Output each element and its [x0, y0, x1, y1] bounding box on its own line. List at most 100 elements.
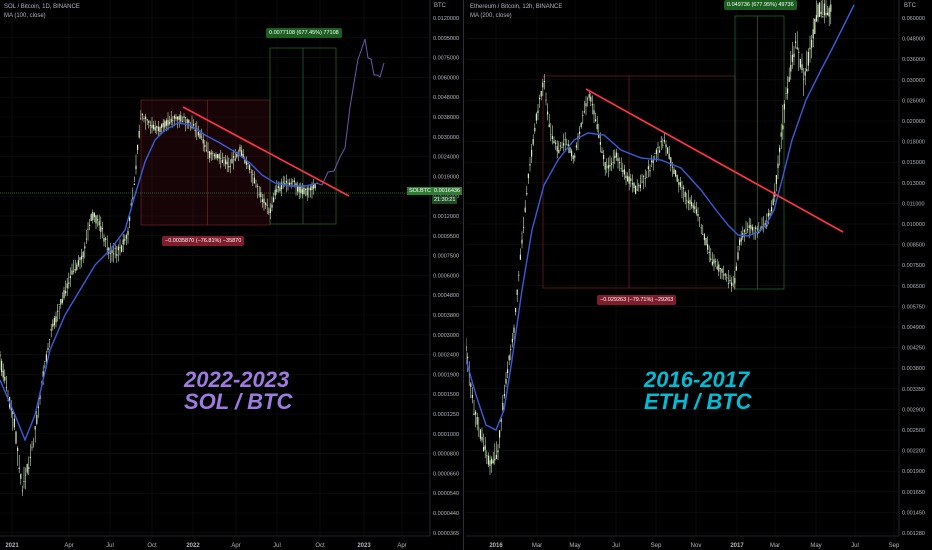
sol-candle-body [111, 250, 113, 253]
sol-candle-body [47, 347, 49, 350]
eth-y-tick: 0.048000 [902, 37, 925, 43]
eth-candle-body [718, 264, 720, 272]
eth-candle-body [527, 173, 529, 179]
eth-candle-body [614, 155, 616, 159]
eth-candle-body [607, 165, 609, 169]
sol-y-tick: 0.0004800 [433, 293, 459, 299]
sol-candle-body [31, 446, 33, 448]
eth-chart-panel[interactable]: 0.060000 0.048000 0.036000 0.030000 0.026000… [466, 0, 932, 550]
sol-moving-average [0, 122, 319, 442]
eth-candle-body [615, 152, 617, 158]
eth-candle-body [556, 146, 558, 152]
eth-candle-body [633, 182, 635, 188]
eth-candle-body [822, 16, 824, 18]
sol-candle-body [77, 260, 79, 266]
eth-range-box [734, 15, 785, 290]
sol-indicator-label: MA (100, close) [4, 13, 46, 19]
sol-candle-body [23, 481, 25, 482]
eth-candle-body [689, 199, 691, 205]
eth-candle-body [769, 213, 771, 216]
eth-candle-body [466, 345, 467, 351]
eth-candle-body [625, 175, 627, 179]
sol-candle-body [252, 174, 254, 175]
sol-candle-body [20, 473, 22, 479]
eth-y-tick: 0.004900 [902, 325, 925, 331]
eth-candle-body [500, 418, 502, 422]
sol-candle-body [229, 166, 231, 167]
sol-candle-body [197, 131, 199, 136]
eth-y-tick: 0.001900 [902, 469, 925, 475]
eth-candle-body [510, 349, 512, 350]
eth-x-tick: 2016 [489, 543, 503, 549]
eth-chart-canvas[interactable]: 0.060000 0.048000 0.036000 0.030000 0.026000… [466, 0, 932, 550]
eth-candle-body [782, 125, 784, 130]
sol-candle-body [90, 214, 92, 222]
eth-candle-body [537, 110, 539, 114]
eth-x-tick: Nov [691, 543, 702, 549]
eth-overlay-pair: ETH / BTC [644, 389, 752, 414]
eth-candle-body [675, 170, 677, 177]
eth-y-tick: 0.004250 [902, 346, 925, 352]
eth-candle-body [771, 206, 773, 212]
eth-candle-body [804, 71, 806, 76]
eth-x-tick: Mar [770, 543, 780, 549]
eth-candle-body [660, 140, 662, 143]
eth-candle-body [827, 12, 829, 16]
sol-candle-body [109, 253, 111, 254]
eth-candle-body [547, 111, 549, 115]
eth-candle-body [551, 136, 553, 140]
eth-candle-body [729, 279, 731, 282]
sol-candle-body [297, 185, 299, 192]
eth-candle-body [580, 123, 582, 127]
sol-candle-body [290, 182, 292, 184]
sol-candle-body [233, 156, 235, 158]
eth-y-tick: 0.001450 [902, 510, 925, 516]
sol-candle-body [221, 159, 223, 163]
sol-x-tick: Apr [64, 543, 73, 549]
sol-candle-body [223, 157, 225, 159]
eth-candle-body [809, 47, 811, 50]
sol-chart-panel[interactable]: 0.0120000 0.0095000 0.0075000 0.0060000 0.00… [0, 0, 464, 550]
eth-y-tick: 0.005750 [902, 304, 925, 310]
eth-candle-body [559, 145, 561, 147]
eth-candle-body [724, 273, 726, 276]
sol-candle-body [92, 212, 94, 221]
eth-candle-body [519, 254, 521, 260]
eth-candle-body [796, 47, 798, 50]
eth-x-tick: Jul [851, 543, 859, 549]
eth-candle-body [639, 184, 641, 188]
eth-candle-body [791, 54, 793, 62]
sol-candle-body [279, 187, 281, 192]
sol-candle-body [191, 126, 193, 129]
sol-candle-body [4, 376, 6, 381]
eth-candle-body [785, 93, 787, 94]
sol-chart-title: SOL / Bitcoin, 1D, BINANCE [4, 4, 80, 10]
eth-candle-body [799, 58, 801, 68]
eth-candle-body [707, 244, 709, 250]
sol-candle-body [271, 204, 273, 208]
eth-candle-body [758, 231, 760, 234]
sol-chart-canvas[interactable]: 0.0120000 0.0095000 0.0075000 0.0060000 0.00… [0, 0, 463, 550]
sol-candle-body [164, 121, 166, 128]
eth-candle-body [627, 176, 629, 182]
sol-candle-body [49, 339, 51, 341]
sol-candle-body [303, 187, 305, 194]
sol-x-tick: 2022 [186, 543, 200, 549]
eth-candle-body [609, 165, 611, 167]
eth-y-tick: 0.007500 [902, 263, 925, 269]
eth-candle-body [814, 18, 816, 34]
sol-loss-label: −0.0035870 (−76.81%) −35870 [162, 236, 245, 246]
eth-candle-body [806, 69, 808, 72]
sol-y-tick: 0.0000440 [433, 511, 459, 517]
eth-candle-body [531, 149, 533, 157]
eth-y-tick: 0.011000 [902, 201, 925, 207]
eth-candle-body [543, 81, 545, 83]
sol-candle-body [12, 411, 14, 415]
sol-candle-body [255, 185, 257, 187]
sol-y-tick: 0.0007500 [433, 254, 459, 260]
sol-candle-body [89, 224, 91, 226]
sol-candle-body [258, 194, 260, 196]
eth-candle-body [652, 160, 654, 164]
eth-candle-body [731, 282, 733, 287]
eth-candle-body [591, 104, 593, 106]
